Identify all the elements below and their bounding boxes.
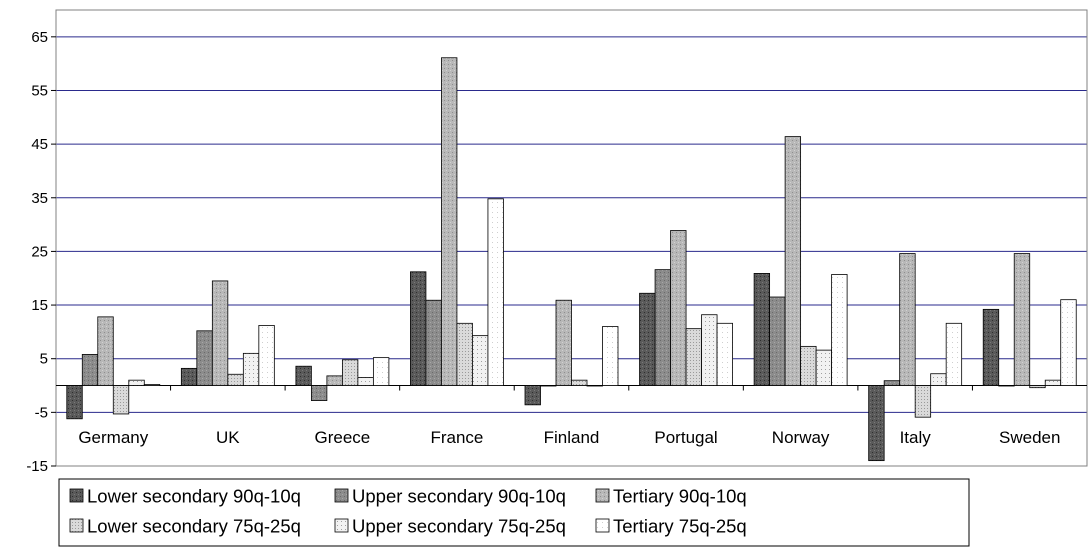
legend-label: Lower secondary 90q-10q (87, 486, 301, 507)
bar-4-0 (524, 385, 541, 406)
bar-7-3 (914, 385, 932, 418)
bar-6-2 (784, 136, 802, 386)
bar-1-2 (211, 280, 229, 386)
bar-2-5 (372, 357, 390, 386)
bar-5-3 (685, 328, 702, 386)
legend-swatch (69, 488, 84, 503)
bar-4-3 (571, 379, 588, 386)
bar-6-3 (800, 345, 817, 386)
bar-6-4 (815, 349, 833, 386)
bar-1-4 (242, 352, 260, 386)
bar-6-5 (831, 274, 848, 386)
bar-7-5 (945, 322, 963, 386)
bar-3-1 (425, 299, 442, 386)
bar-3-0 (410, 271, 427, 386)
y-tick-label: 25 (31, 243, 48, 260)
category-label: Sweden (999, 428, 1060, 447)
bar-2-3 (341, 359, 359, 386)
bar-8-5 (1060, 299, 1077, 386)
legend-box (58, 478, 970, 547)
legend-label: Lower secondary 75q-25q (87, 516, 301, 537)
y-tick-label: 65 (31, 29, 48, 46)
category-label: Portugal (654, 428, 717, 447)
bar-4-2 (555, 299, 572, 386)
bar-2-0 (295, 365, 312, 386)
bar-1-1 (196, 330, 213, 386)
bar-5-4 (701, 314, 718, 386)
bar-7-4 (930, 373, 947, 386)
legend-label: Upper secondary 90q-10q (352, 486, 566, 507)
bar-3-5 (487, 198, 504, 386)
legend-swatch (595, 518, 610, 533)
legend-label: Tertiary 90q-10q (613, 486, 747, 507)
bar-5-1 (654, 269, 671, 386)
category-label: UK (216, 428, 240, 447)
y-tick-label: 55 (31, 82, 48, 99)
bar-7-1 (883, 380, 901, 386)
bar-4-4 (586, 385, 603, 387)
category-label: Greece (315, 428, 371, 447)
bar-0-1 (81, 354, 99, 386)
bar-4-5 (602, 326, 619, 386)
y-tick-label: -5 (35, 404, 48, 421)
bar-8-3 (1029, 385, 1046, 389)
bar-3-3 (456, 322, 473, 386)
legend-swatch (334, 518, 349, 533)
bar-6-0 (753, 273, 771, 386)
bar-1-3 (227, 373, 244, 386)
legend-swatch (595, 488, 610, 503)
y-tick-label: 45 (31, 136, 48, 153)
bar-0-5 (143, 384, 161, 386)
bar-5-2 (670, 230, 687, 386)
y-tick-label: 15 (31, 297, 48, 314)
bar-5-0 (639, 292, 656, 386)
category-label: Finland (544, 428, 600, 447)
category-label: Norway (772, 428, 830, 447)
bar-8-4 (1044, 379, 1062, 386)
bar-7-0 (868, 385, 885, 462)
legend-label: Upper secondary 75q-25q (352, 516, 566, 537)
y-tick-label: 35 (31, 190, 48, 207)
bar-1-5 (258, 325, 275, 386)
bar-0-0 (66, 385, 83, 420)
bar-0-4 (128, 379, 145, 386)
plot-border (55, 9, 1088, 467)
bar-8-0 (982, 308, 1000, 386)
legend: Lower secondary 90q-10q Upper secondary 9… (58, 478, 970, 547)
bar-5-5 (716, 322, 733, 386)
legend-swatch (334, 488, 349, 503)
bar-4-1 (540, 385, 557, 387)
bar-0-3 (112, 385, 130, 415)
category-label: Italy (900, 428, 932, 447)
legend-label: Tertiary 75q-25q (613, 516, 747, 537)
bar-0-2 (97, 316, 114, 386)
category-label: France (430, 428, 483, 447)
bar-7-2 (899, 253, 916, 386)
plot-area: -15 -5 5 15 25 35 45 55 65 Germany UK Greece France F… (26, 9, 1088, 475)
bar-2-4 (357, 377, 374, 386)
bar-3-2 (441, 57, 458, 386)
legend-swatch (69, 518, 84, 533)
category-label: Germany (78, 428, 148, 447)
bar-2-1 (310, 385, 328, 401)
bar-2-2 (326, 375, 343, 386)
bar-8-2 (1013, 253, 1031, 386)
bar-6-1 (769, 296, 786, 386)
bar-3-4 (472, 335, 489, 386)
y-tick-label: -15 (26, 458, 48, 475)
y-tick-label: 5 (40, 351, 48, 368)
bar-1-0 (180, 367, 198, 386)
bar-8-1 (998, 385, 1015, 387)
